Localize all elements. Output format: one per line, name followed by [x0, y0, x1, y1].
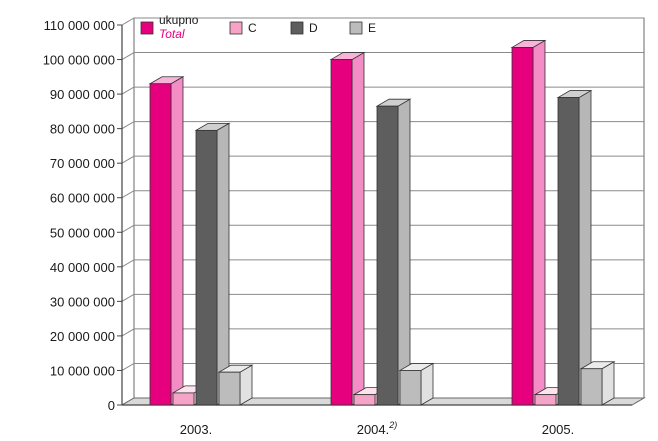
bar-side — [351, 51, 365, 406]
bar — [217, 364, 254, 406]
bar-front — [580, 368, 603, 406]
footnote-marker: 2) — [388, 420, 397, 430]
gridline-diagonal — [121, 363, 135, 371]
gridline-diagonal — [121, 224, 135, 233]
bar — [148, 76, 185, 406]
bar — [579, 361, 616, 406]
y-tick-label: 90 000 000 — [50, 87, 115, 102]
gridline-diagonal — [121, 259, 135, 268]
legend-item: D — [290, 21, 318, 35]
y-tick-label: 70 000 000 — [50, 156, 115, 171]
y-tick-label: 20 000 000 — [50, 329, 115, 344]
x-category-label: 2005. — [542, 422, 575, 437]
bar-front — [195, 129, 218, 406]
gridline-diagonal — [121, 121, 135, 130]
y-tick-label: 30 000 000 — [50, 294, 115, 309]
bar — [329, 51, 366, 406]
bar — [510, 39, 547, 406]
y-tick-label: 10 000 000 — [50, 363, 115, 378]
bar-front — [534, 394, 557, 406]
x-category-label: 2003. — [180, 422, 213, 437]
bar-side — [532, 39, 546, 406]
bar-front — [330, 59, 353, 406]
y-tick-label: 50 000 000 — [50, 225, 115, 240]
y-tick-label: 110 000 000 — [44, 18, 115, 33]
legend-swatch — [229, 21, 243, 35]
y-tick-label: 0 — [108, 398, 115, 413]
legend-swatch — [290, 21, 304, 35]
bar-front — [376, 105, 399, 406]
legend-label: C — [248, 21, 257, 35]
y-tick-label: 100 000 000 — [43, 53, 115, 68]
legend-label-alt: Total — [159, 27, 185, 41]
legend-label: ukupno — [159, 13, 199, 27]
bar — [556, 89, 593, 406]
gridline-diagonal — [121, 328, 135, 337]
bar-side — [578, 89, 592, 406]
y-tick-label: 60 000 000 — [50, 191, 115, 206]
gridline-diagonal — [121, 86, 135, 95]
legend-item: E — [349, 21, 376, 35]
bar — [398, 362, 435, 406]
gridline-diagonal — [121, 155, 135, 164]
y-axis-ticks: 0 10 000 000 20 000 000 30 000 000 40 000 00… — [43, 18, 122, 413]
bar-side — [170, 76, 184, 406]
legend-swatch — [140, 21, 154, 35]
bar-front — [353, 394, 376, 406]
gridline-diagonal — [121, 293, 135, 302]
legend-swatch — [349, 21, 363, 35]
y-tick-label: 80 000 000 — [50, 122, 115, 137]
gridline-diagonal — [121, 190, 135, 199]
bar-front — [399, 370, 422, 406]
legend-item: C — [229, 21, 257, 35]
gridline-diagonal — [121, 17, 135, 26]
y-tick-label: 40 000 000 — [50, 260, 115, 275]
bar-front — [149, 83, 172, 406]
bar-front — [218, 371, 241, 406]
bar-front — [511, 47, 534, 406]
bar-front — [557, 97, 580, 406]
bar-side — [216, 122, 230, 406]
bar-front — [172, 392, 195, 406]
bar — [194, 122, 231, 406]
bars — [148, 39, 616, 406]
gridline-diagonal — [121, 52, 135, 60]
legend-label: D — [309, 21, 318, 35]
bar — [375, 98, 412, 406]
legend-label: E — [368, 21, 376, 35]
x-category-label: 2004.2) — [357, 420, 398, 437]
x-axis-categories: 2003. 2004.2) 2005. — [180, 420, 575, 437]
bar-side — [601, 361, 615, 406]
bar-side — [397, 98, 411, 406]
